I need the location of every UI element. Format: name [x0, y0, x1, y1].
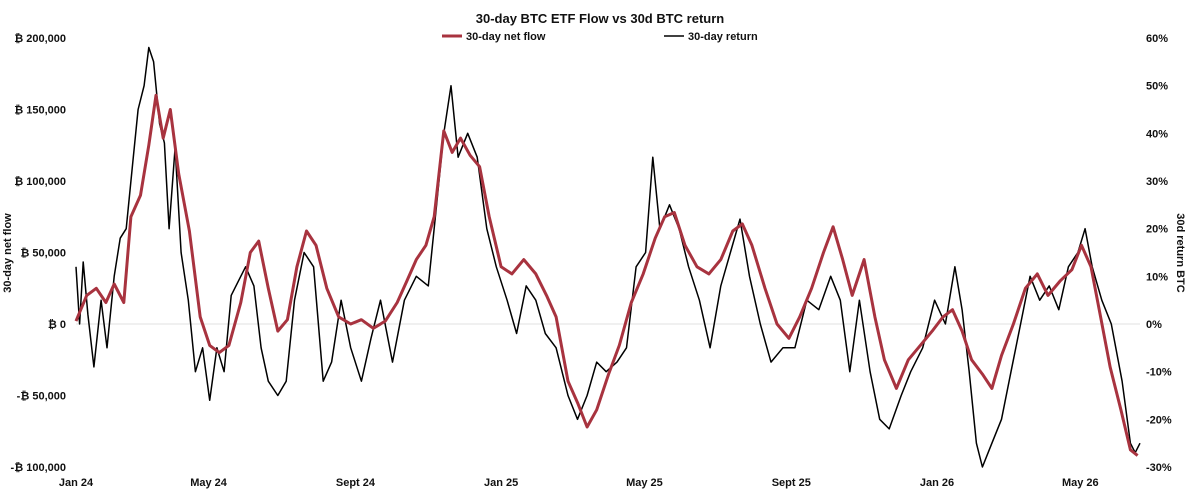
left-tick-label: -₿ 100,000	[11, 462, 66, 474]
y-axis-right-label: 30d return BTC	[1174, 213, 1186, 293]
right-tick-label: 60%	[1146, 33, 1168, 45]
x-tick-label: Sept 25	[772, 477, 811, 489]
y-axis-left-label: 30-day net flow	[2, 213, 14, 293]
left-tick-label: ₿ 0	[48, 319, 66, 331]
right-tick-label: -10%	[1146, 367, 1172, 379]
right-tick-label: 50%	[1146, 81, 1168, 93]
chart-title: 30-day BTC ETF Flow vs 30d BTC return	[476, 11, 725, 26]
left-axis-ticks: ₿ 200,000 ₿ 150,000 ₿ 100,000 ₿ 50,000 ₿ 0 -₿…	[11, 33, 66, 474]
right-tick-label: 0%	[1146, 319, 1162, 331]
right-tick-label: 30%	[1146, 176, 1168, 188]
legend: 30-day net flow 30-day return	[442, 31, 758, 43]
right-axis-ticks: 60% 50% 40% 30% 20% 10% 0% -10% -20% -30%	[1146, 33, 1172, 474]
left-tick-label: ₿ 200,000	[14, 33, 66, 45]
right-tick-label: -20%	[1146, 414, 1172, 426]
x-tick-label: Jan 25	[484, 477, 518, 489]
x-tick-label: Sept 24	[336, 477, 376, 489]
x-tick-label: May 25	[626, 477, 663, 489]
legend-label-flow: 30-day net flow	[466, 31, 546, 43]
left-tick-label: ₿ 100,000	[14, 176, 66, 188]
x-tick-label: May 26	[1062, 477, 1099, 489]
x-tick-label: May 24	[190, 477, 228, 489]
left-tick-label: ₿ 50,000	[20, 248, 66, 260]
series-line-30-day-net-flow	[74, 93, 1139, 457]
series-line-30-day-return	[75, 46, 1141, 468]
right-tick-label: 20%	[1146, 224, 1168, 236]
x-axis-ticks: Jan 24 May 24 Sept 24 Jan 25 May 25 Sept 25 Ja…	[59, 477, 1099, 489]
right-tick-label: -30%	[1146, 462, 1172, 474]
left-tick-label: -₿ 50,000	[17, 391, 66, 403]
legend-label-return: 30-day return	[688, 31, 758, 43]
left-tick-label: ₿ 150,000	[14, 105, 66, 117]
right-tick-label: 10%	[1146, 271, 1168, 283]
right-tick-label: 40%	[1146, 128, 1168, 140]
x-tick-label: Jan 26	[920, 477, 954, 489]
x-tick-label: Jan 24	[59, 477, 94, 489]
